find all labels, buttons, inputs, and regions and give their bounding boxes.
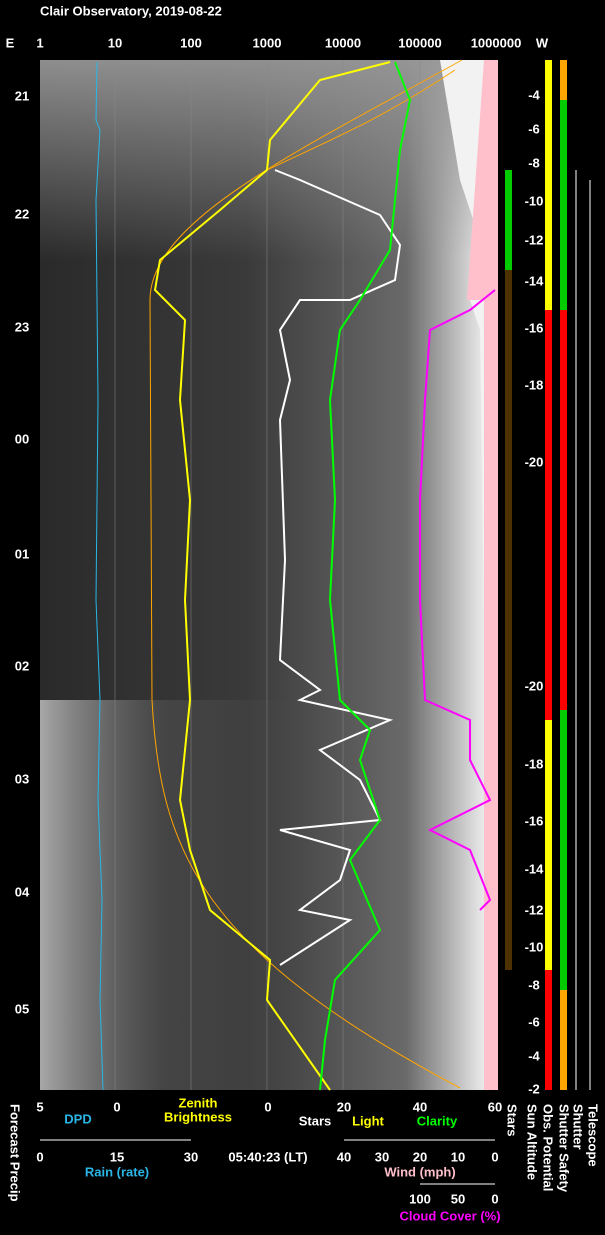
rain: Rain (rate) [85,1164,149,1179]
sun-altitude: -14 [525,273,545,288]
east: E [6,35,15,50]
top-tick: 1000000 [471,35,522,50]
sky-image [40,60,498,1090]
dpd: DPD [64,1111,91,1126]
sun-altitude: -18 [525,377,544,392]
cloud-tick: 50 [451,1191,465,1206]
side-label: Stars [505,1104,520,1137]
wind-tick: 0 [491,1149,498,1164]
sun-altitude: -6 [528,1014,540,1029]
top-tick: 100 [180,35,202,50]
sun-altitude: -20 [525,678,544,693]
top-tick: 10000 [325,35,361,50]
wind-tick: 10 [451,1149,465,1164]
hour-label: 23 [15,319,29,334]
sun-altitude: -4 [528,87,540,102]
side-label: Shutter Safety [557,1104,572,1193]
top-tick: 100000 [398,35,441,50]
sun-altitude: -10 [525,939,544,954]
title: Clair Observatory, 2019-08-22 [40,3,222,18]
cloud-tick: 0 [491,1191,498,1206]
rain-tick: 30 [184,1149,198,1164]
side-label: Obs. Potential [541,1104,556,1191]
bottom-tick: 40 [413,1099,427,1114]
side-label: Forecast Precip [8,1104,23,1202]
sun-altitude: -4 [528,1048,540,1063]
sun-altitude: -10 [525,193,544,208]
sun-altitude: -18 [525,756,544,771]
sun-altitude: -20 [525,454,544,469]
hour-label: 22 [15,206,29,221]
top-tick: 10 [108,35,122,50]
cloud-tick: 100 [409,1191,431,1206]
sun-altitude: -6 [528,121,540,136]
brightness: Brightness [164,1109,232,1124]
hour-label: 04 [15,884,30,899]
side-label: Shutter [571,1104,586,1150]
bottom-tick: 0 [264,1099,271,1114]
light: Light [352,1113,384,1128]
sun-altitude: -2 [528,1081,540,1096]
wind-tick: 20 [413,1149,427,1164]
sun-altitude: -16 [525,320,544,335]
wind: Wind (mph) [384,1164,455,1179]
stars: Stars [299,1113,332,1128]
hour-label: 03 [15,771,29,786]
sun-altitude: -8 [528,155,540,170]
sun-altitude: -8 [528,977,540,992]
clarity: Clarity [417,1113,458,1128]
curves [95,59,496,1091]
bottom-tick: 60 [488,1099,502,1114]
sun-altitude: -12 [525,902,544,917]
side-label: Telescope [586,1104,601,1167]
rain-tick: 0 [36,1149,43,1164]
wind-tick: 40 [337,1149,351,1164]
wind-tick: 30 [375,1149,389,1164]
time: 05:40:23 (LT) [228,1149,307,1164]
bottom-tick: 5 [36,1099,43,1114]
bottom-tick: 0 [113,1099,120,1114]
rain-tick: 15 [110,1149,124,1164]
hour-label: 00 [15,431,29,446]
labels: 1 10 100 1000 10000 100000 1000000212223000102… [8,35,601,1223]
sun-altitude: -12 [525,232,544,247]
side-label: Sun Altitude [525,1104,540,1180]
bottom-tick: 20 [337,1099,351,1114]
sun-altitude: -16 [525,813,544,828]
top-tick: 1000 [253,35,282,50]
hour-label: 01 [15,546,29,561]
top-tick: 1 [36,35,43,50]
hour-label: 21 [15,88,29,103]
hour-label: 05 [15,1001,29,1016]
zenith: Zenith [179,1095,218,1110]
west: W [536,35,549,50]
cloud: Cloud Cover (%) [399,1208,500,1223]
side-bars [505,60,591,1090]
hour-label: 02 [15,658,29,673]
sun-altitude: -14 [525,861,545,876]
